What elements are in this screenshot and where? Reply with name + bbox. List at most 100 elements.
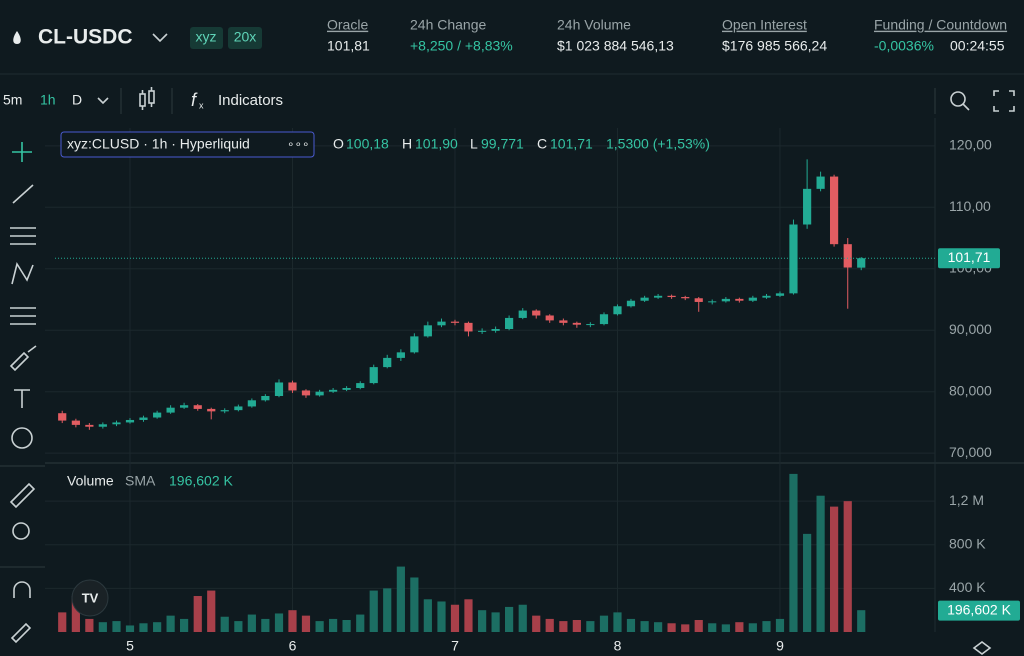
candle-body [356,383,365,389]
candle-body [694,298,703,302]
settings-icon[interactable] [972,641,992,655]
chart-type-icon[interactable] [139,87,155,110]
ohlc-value: 100,18 [346,136,389,152]
candle-body [383,357,392,368]
fx-icon[interactable]: f [191,90,198,110]
volume-bar [207,590,216,632]
volume-bar [708,623,717,632]
candle-body [532,310,541,316]
volume-bar [301,615,311,632]
interval-button[interactable]: 5m [3,92,22,108]
candle-body [180,405,189,408]
tag-box [190,27,223,49]
candle-body [586,324,595,326]
ohlc-key: C [537,136,547,152]
candle-body [708,301,717,303]
legend-source: xyz:CLUSD · 1h · Hyperliquid [67,136,250,152]
volume-bar [464,599,473,632]
symbol-dropdown[interactable] [152,33,168,43]
volume-bar [504,606,514,632]
tv-logo[interactable] [71,579,109,617]
volume-bar [193,596,202,632]
candle-body [288,382,297,391]
candle-body [166,407,175,413]
legend-box[interactable] [60,131,315,158]
lock-tool[interactable] [10,622,32,644]
stat-label: Open Interest [722,17,807,33]
volume-bar [369,590,378,632]
candle-body [478,330,487,332]
volume-bar [843,501,852,632]
y-tick-label: 110,00 [949,198,991,214]
volume-bar [71,596,80,632]
candle-body [518,310,527,318]
candle-body [153,412,162,418]
ruler-tool[interactable] [9,482,36,509]
legend-change: 1,5300 (+1,53%) [606,136,710,152]
volume-bar [803,533,812,632]
stat-label: Funding / Countdown [874,17,1007,33]
candle-body [816,176,825,189]
volume-bar [775,618,785,632]
candle-body [599,314,609,325]
pattern-tool[interactable] [11,261,34,285]
emoji-tool[interactable] [11,427,33,449]
volume-bar [139,623,148,632]
more-icon[interactable]: ∘∘∘ [287,137,310,151]
candle-body [139,417,148,420]
zoom-icon[interactable] [950,91,970,111]
fullscreen-icon[interactable] [993,90,1015,112]
volume-bar [423,599,432,632]
candle-body [193,405,202,409]
candle-body [369,367,378,384]
indicators-button[interactable]: Indicators [218,92,283,109]
line-tool[interactable] [12,184,34,204]
volume-bar [112,621,121,632]
candle-body [843,244,852,268]
projection-tool[interactable] [10,307,36,325]
fx-icon[interactable]: x [199,100,204,110]
volume-bar [315,621,324,632]
interval-button[interactable]: 1h [40,92,56,108]
candle-body [450,321,460,323]
stat-value: $1 023 884 546,13 [557,38,674,54]
volume-bar [274,613,284,632]
candle-body [464,322,473,332]
sma-label: 196,602 K [947,601,1011,617]
volume-bar [125,625,135,632]
interval-button[interactable]: D [72,92,82,108]
volume-bar [410,577,419,632]
volume-bar [626,618,636,632]
stat-value: +8,250 / +8,83% [410,38,513,54]
sma-legend-value: 196,602 K [169,473,233,489]
ohlc-key: H [402,136,412,152]
candle-body [234,406,243,411]
candle-body [85,424,94,427]
x-tick-label: 7 [451,638,459,654]
volume-bar [356,614,365,632]
candle-body [640,297,649,301]
ohlc-value: 101,71 [550,136,593,152]
volume-bar [450,604,460,632]
text-tool[interactable] [14,389,30,408]
brush-tool[interactable] [9,345,37,372]
candle-body [572,322,581,325]
magnet-tool[interactable] [13,581,31,598]
volume-bar [58,612,67,632]
y2-tick-label: 400 K [949,579,986,595]
candle-body [681,297,690,299]
crosshair-tool[interactable] [12,142,32,162]
symbol[interactable]: CL-USDC [38,26,133,49]
candle-body [829,176,839,245]
candle-body [803,188,812,225]
logo-drop [13,31,21,44]
stat-label: 24h Change [410,17,487,33]
volume-legend: Volume [67,473,114,489]
fib-tool[interactable] [10,227,36,245]
zoom-tool[interactable] [12,522,30,540]
candle-body [667,295,676,298]
candle-body [301,390,311,396]
interval-dropdown[interactable] [97,97,109,105]
candle-body [220,410,229,412]
candle-body [559,320,568,323]
